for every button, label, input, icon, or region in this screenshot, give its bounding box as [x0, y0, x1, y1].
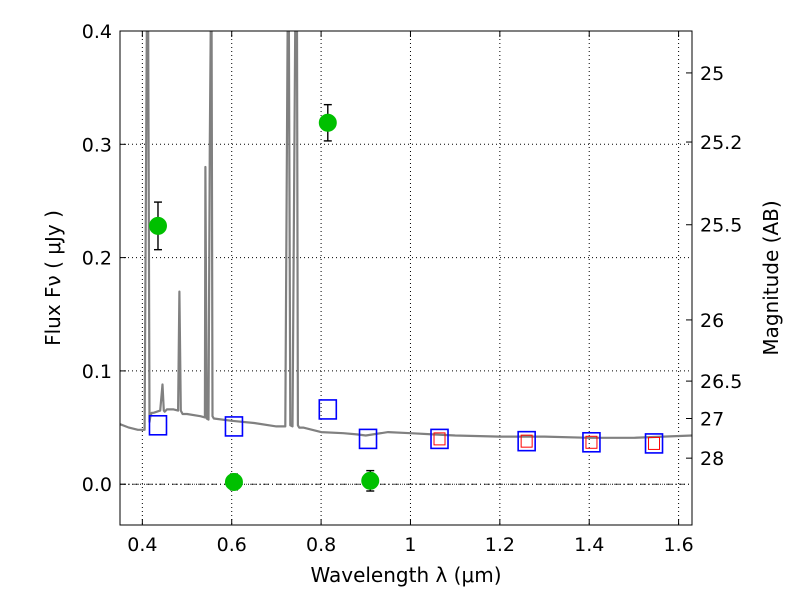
x-tick-label: 1.4 — [574, 534, 604, 556]
model-photometry-point — [582, 431, 601, 453]
x-tick-label: 1.6 — [663, 534, 693, 556]
y-axis-right: 25 25.2 25.5 26 26.5 27 28 — [686, 63, 742, 470]
model-photometry-point — [318, 399, 338, 420]
model-photometry-point — [358, 428, 378, 450]
observed-flux-point — [224, 472, 243, 491]
x-tick-label: 1 — [404, 534, 416, 556]
x-tick-label: 1.2 — [485, 534, 515, 556]
alt-photometry-point — [648, 436, 661, 450]
plot-area — [120, 31, 692, 492]
model-photometry-point — [517, 430, 536, 452]
right-tick-label: 27 — [700, 408, 724, 430]
right-tick-label: 25.5 — [700, 215, 742, 237]
x-tick-label: 0.8 — [306, 534, 336, 556]
right-tick-label: 26.5 — [700, 371, 742, 393]
right-tick-label: 25.2 — [700, 132, 742, 154]
y-axis-right-label: Magnitude (AB) — [759, 200, 783, 355]
alt-photometry-point — [433, 432, 446, 446]
y-tick-label: 0.1 — [82, 361, 112, 383]
observed-flux-point — [318, 113, 337, 132]
observed-flux-point — [148, 216, 167, 235]
x-tick-label: 0.4 — [127, 534, 157, 556]
x-tick-label: 0.6 — [217, 534, 247, 556]
model-photometry-point — [644, 433, 664, 454]
x-axis-label: Wavelength λ (μm) — [310, 563, 501, 587]
model-photometry-point — [430, 428, 449, 450]
alt-photometry-point — [585, 435, 598, 449]
x-axis: 0.4 0.6 0.8 1 1.2 1.4 1.6 — [127, 31, 694, 556]
y-tick-label: 0.0 — [82, 474, 112, 496]
model-photometry-point — [148, 414, 168, 436]
right-tick-label: 26 — [700, 310, 724, 332]
y-tick-label: 0.3 — [82, 134, 112, 156]
model-photometry-point — [224, 416, 244, 437]
alt-photometry-point — [520, 434, 533, 448]
model-spectrum-line — [120, 31, 692, 439]
right-tick-label: 28 — [700, 448, 724, 470]
observed-flux-point — [361, 471, 380, 490]
y-tick-label: 0.4 — [82, 21, 112, 43]
plot-frame — [119, 30, 693, 526]
right-tick-label: 25 — [700, 63, 724, 85]
y-axis-label: Flux Fν ( μJy ) — [41, 210, 65, 346]
y-axis-left: 0.0 0.1 0.2 0.3 0.4 — [82, 21, 126, 496]
y-tick-label: 0.2 — [82, 248, 112, 270]
